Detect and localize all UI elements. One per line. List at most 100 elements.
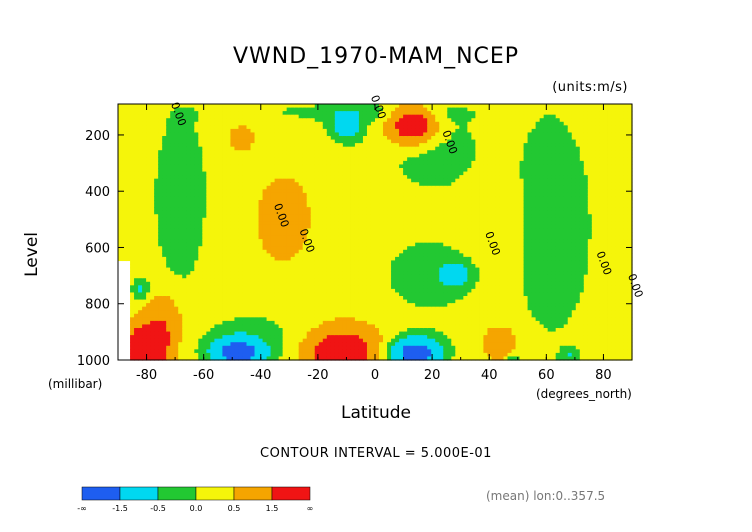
field-cell: [375, 271, 380, 276]
field-cell: [206, 338, 211, 343]
field-cell: [362, 104, 368, 109]
field-cell: [314, 114, 320, 119]
field-cell: [334, 306, 340, 311]
field-cell: [266, 342, 272, 347]
field-cell: [170, 228, 175, 233]
field-cell: [366, 121, 372, 126]
field-cell: [391, 352, 396, 358]
field-cell: [383, 253, 388, 258]
field-cell: [154, 200, 159, 205]
field-cell: [370, 271, 376, 276]
field-cell: [294, 146, 300, 151]
field-cell: [206, 196, 211, 201]
field-cell: [162, 185, 167, 190]
field-cell: [122, 221, 127, 226]
field-cell: [310, 132, 316, 137]
field-cell: [379, 224, 384, 230]
field-cell: [254, 207, 260, 212]
field-cell: [387, 271, 392, 276]
field-cell: [379, 196, 384, 201]
field-cell: [198, 121, 203, 126]
field-cell: [262, 256, 268, 262]
field-cell: [399, 143, 404, 148]
field-cell: [362, 203, 368, 208]
field-cell: [158, 320, 163, 326]
field-cell: [170, 175, 175, 180]
field-cell: [258, 146, 264, 151]
field-cell: [158, 306, 163, 311]
field-cell: [379, 310, 384, 315]
field-cell: [306, 331, 312, 336]
field-cell: [242, 207, 248, 212]
field-cell: [318, 200, 324, 205]
field-cell: [366, 292, 372, 297]
field-cell: [206, 164, 211, 169]
field-cell: [334, 217, 340, 222]
field-cell: [142, 143, 147, 148]
field-cell: [174, 104, 179, 109]
field-cell: [286, 310, 292, 315]
field-cell: [326, 310, 332, 315]
field-cell: [250, 239, 256, 244]
field-cell: [242, 356, 248, 361]
field-cell: [326, 356, 332, 361]
field-cell: [222, 185, 228, 190]
field-cell: [330, 260, 336, 265]
field-cell: [194, 246, 199, 251]
field-cell: [250, 306, 256, 311]
field-cell: [338, 118, 344, 123]
field-cell: [174, 313, 179, 318]
field-cell: [154, 328, 159, 333]
field-cell: [186, 132, 191, 137]
field-cell: [118, 139, 123, 144]
field-cell: [314, 111, 320, 116]
field-cell: [318, 224, 324, 230]
field-cell: [194, 214, 199, 219]
field-cell: [134, 139, 139, 144]
field-cell: [202, 160, 207, 166]
field-cell: [294, 157, 300, 162]
field-cell: [238, 328, 244, 333]
field-cell: [366, 349, 372, 354]
field-cell: [282, 175, 288, 180]
field-cell: [330, 111, 336, 116]
field-cell: [342, 285, 348, 290]
field-cell: [210, 345, 215, 350]
field-cell: [391, 143, 396, 148]
field-cell: [238, 207, 244, 212]
field-cell: [262, 203, 268, 208]
field-cell: [282, 125, 288, 130]
field-cell: [314, 256, 320, 262]
field-cell: [342, 192, 348, 198]
field-cell: [278, 232, 284, 237]
field-cell: [138, 221, 143, 226]
field-cell: [158, 299, 163, 304]
field-cell: [366, 299, 372, 304]
field-cell: [334, 214, 340, 219]
field-cell: [278, 278, 284, 283]
field-cell: [370, 356, 376, 361]
field-cell: [182, 232, 187, 237]
field-cell: [290, 217, 296, 222]
field-cell: [174, 139, 179, 144]
field-cell: [162, 342, 167, 347]
field-cell: [202, 317, 207, 322]
field-cell: [379, 214, 384, 219]
field-cell: [282, 285, 288, 290]
field-cell: [318, 178, 324, 183]
field-cell: [366, 324, 372, 329]
field-cell: [130, 299, 135, 304]
field-cell: [246, 278, 252, 283]
field-cell: [383, 203, 388, 208]
field-cell: [122, 192, 127, 198]
field-cell: [222, 128, 228, 134]
field-cell: [270, 150, 276, 155]
field-cell: [218, 317, 224, 322]
field-cell: [218, 114, 224, 119]
field-cell: [178, 228, 183, 233]
field-cell: [270, 342, 276, 347]
field-cell: [306, 200, 312, 205]
field-cell: [366, 118, 372, 123]
field-cell: [274, 349, 280, 354]
field-cell: [130, 132, 135, 137]
